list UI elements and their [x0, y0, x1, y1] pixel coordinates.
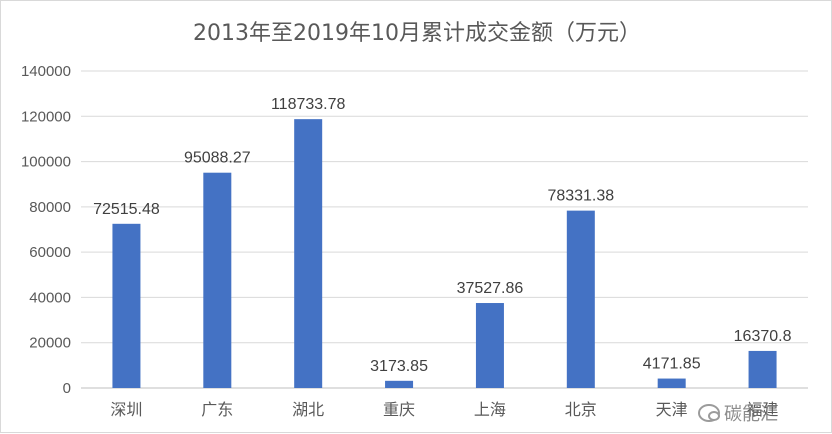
data-label: 95088.27 [184, 150, 251, 167]
y-tick-label: 40000 [29, 289, 71, 306]
y-tick-label: 120000 [21, 108, 71, 125]
x-tick-label: 湖北 [292, 400, 324, 419]
data-label: 118733.78 [271, 96, 346, 113]
data-label: 72515.48 [93, 201, 160, 218]
wechat-icon [698, 404, 720, 422]
x-tick-label: 福建 [747, 400, 779, 419]
data-label: 3173.85 [370, 358, 428, 375]
y-tick-label: 80000 [29, 199, 71, 216]
y-tick-label: 140000 [21, 63, 71, 80]
data-label: 4171.85 [643, 356, 701, 373]
chart-title: 2013年至2019年10月累计成交金额（万元） [193, 21, 641, 46]
x-tick-label: 上海 [474, 400, 506, 419]
bar [475, 303, 504, 388]
data-label: 37527.86 [457, 280, 524, 297]
data-label: 78331.38 [547, 188, 614, 205]
bar [566, 210, 595, 388]
y-tick-label: 60000 [29, 244, 71, 261]
bar [203, 172, 232, 388]
bar [657, 378, 686, 388]
watermark-text: 碳能汇 [724, 404, 778, 425]
x-tick-label: 天津 [656, 400, 688, 419]
x-tick-label: 重庆 [383, 400, 415, 419]
watermark: 碳能汇 [698, 400, 778, 426]
y-tick-label: 100000 [21, 154, 71, 171]
data-label: 16370.8 [734, 328, 792, 345]
x-tick-label: 北京 [565, 400, 597, 419]
x-tick-label: 深圳 [110, 400, 142, 419]
bar [112, 223, 141, 388]
bar [748, 350, 777, 388]
bar [294, 119, 323, 388]
bar [385, 380, 414, 388]
y-tick-label: 20000 [29, 335, 71, 352]
x-tick-label: 广东 [201, 400, 233, 419]
y-tick-label: 0 [63, 380, 71, 397]
